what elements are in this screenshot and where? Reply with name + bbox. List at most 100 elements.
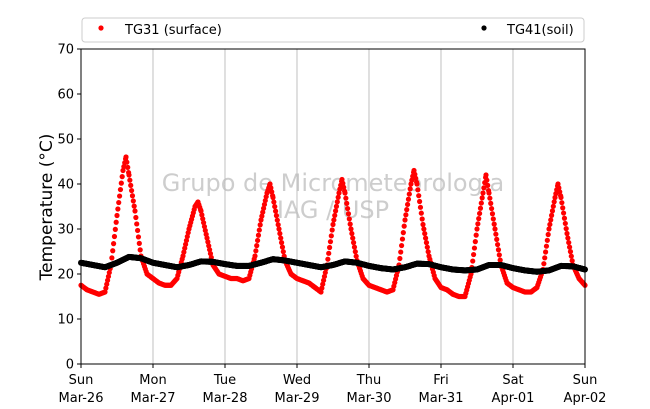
point — [133, 214, 139, 221]
point — [198, 208, 204, 214]
point — [416, 193, 422, 199]
point — [544, 237, 550, 243]
point — [558, 194, 564, 201]
x-tick-day-7: Sun — [573, 373, 598, 388]
point — [423, 240, 430, 246]
point — [541, 261, 547, 267]
point — [270, 194, 276, 201]
point — [470, 251, 477, 258]
point — [274, 217, 280, 223]
point — [543, 243, 550, 249]
point — [321, 273, 328, 280]
point — [494, 241, 501, 248]
point — [277, 230, 283, 237]
point — [200, 220, 207, 226]
legend-label-surface: TG31 (surface) — [124, 23, 222, 38]
point — [353, 253, 359, 259]
point — [559, 200, 565, 206]
point — [497, 257, 503, 263]
point — [550, 203, 556, 209]
point — [490, 216, 496, 222]
point — [419, 216, 425, 222]
point — [485, 182, 491, 188]
point — [349, 230, 355, 237]
point — [556, 185, 562, 191]
point — [256, 227, 262, 233]
x-tick-day-2: Tue — [213, 373, 236, 388]
point — [104, 281, 110, 287]
point — [278, 240, 285, 246]
point — [404, 207, 410, 213]
point — [135, 234, 142, 240]
point — [415, 187, 421, 193]
point — [562, 220, 568, 227]
x-tick-date-1: Mar-27 — [131, 391, 176, 406]
point — [106, 269, 112, 276]
point — [405, 196, 412, 202]
point — [398, 242, 405, 249]
point — [478, 200, 484, 206]
point — [128, 187, 135, 194]
point — [127, 177, 133, 183]
point — [280, 249, 286, 255]
x-tick-date-6: Apr-01 — [492, 391, 535, 406]
point — [111, 233, 118, 240]
point — [206, 247, 213, 253]
point — [472, 239, 478, 245]
point — [425, 249, 431, 255]
point — [273, 213, 280, 219]
point — [549, 208, 556, 214]
point — [397, 255, 403, 262]
point — [489, 211, 496, 217]
point — [496, 252, 502, 258]
point — [207, 250, 214, 257]
point — [341, 184, 347, 190]
y-tick-label-3: 30 — [57, 223, 74, 238]
point — [272, 208, 279, 214]
point — [402, 217, 408, 223]
point — [119, 174, 125, 180]
point — [201, 223, 208, 230]
point — [137, 247, 143, 253]
point — [271, 199, 277, 205]
point — [492, 226, 498, 232]
point — [336, 190, 342, 196]
x-tick-day-5: Fri — [433, 373, 449, 388]
point — [342, 190, 348, 196]
point — [546, 226, 552, 232]
point — [335, 194, 341, 200]
point — [262, 197, 268, 204]
point — [180, 253, 186, 259]
y-tick-label-4: 40 — [57, 178, 74, 193]
point — [110, 248, 116, 254]
point — [495, 247, 502, 253]
point — [555, 181, 561, 187]
point — [421, 226, 427, 232]
point — [131, 203, 137, 209]
point — [416, 198, 423, 205]
point — [475, 221, 481, 227]
point — [123, 154, 129, 160]
point — [403, 212, 409, 218]
point — [328, 233, 334, 239]
x-tick-day-6: Sat — [502, 373, 523, 388]
point — [545, 231, 551, 238]
point — [348, 226, 354, 232]
y-tick-label-5: 50 — [57, 133, 74, 148]
point — [121, 164, 127, 170]
point — [332, 212, 338, 219]
point — [569, 258, 575, 264]
point — [114, 212, 120, 219]
point — [565, 235, 571, 241]
point — [552, 194, 558, 201]
point — [493, 231, 499, 237]
point — [483, 172, 489, 178]
point — [136, 240, 142, 246]
x-tick-day-1: Mon — [139, 373, 166, 388]
point — [332, 208, 339, 214]
y-tick-label-6: 60 — [57, 88, 74, 103]
point — [564, 230, 570, 237]
point — [344, 205, 351, 212]
